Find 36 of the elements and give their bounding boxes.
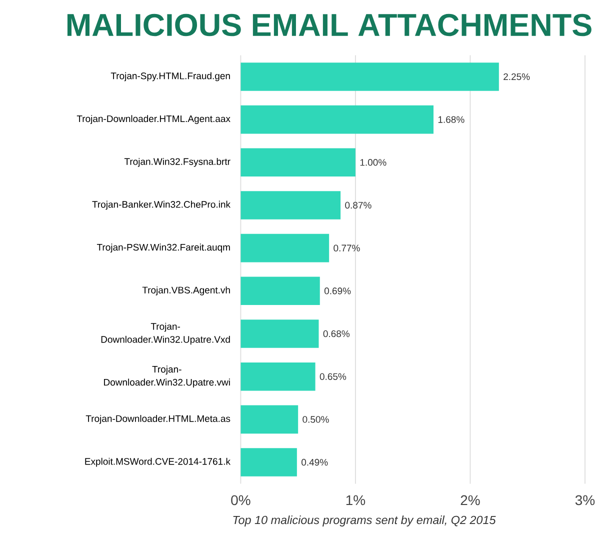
- data-label: 0.77%: [334, 244, 360, 252]
- bar: [240, 148, 356, 177]
- y-tick-label: Trojan-Downloader.HTML.Meta.as: [86, 415, 230, 424]
- x-tick-label: 3%: [575, 495, 595, 506]
- y-tick-label: Trojan-Spy.HTML.Fraud.gen: [110, 72, 230, 82]
- y-tick-label: Trojan-Downloader.Win32.Upatre.vwi: [104, 366, 230, 388]
- y-tick-label: Trojan.VBS.Agent.vh: [142, 286, 230, 296]
- bar: [240, 276, 320, 306]
- data-label: 0.69%: [324, 288, 351, 294]
- bar: [240, 191, 341, 220]
- y-tick-label: Trojan.Win32.Fsysna.brtr: [124, 158, 230, 167]
- x-tick-label: 2%: [460, 495, 480, 506]
- y-tick-label: Trojan-PSW.Win32.Fareit.auqm: [96, 244, 230, 253]
- bar: [240, 62, 499, 91]
- data-label: 0.65%: [320, 373, 346, 380]
- bar: [240, 362, 316, 391]
- y-tick-label: Trojan-Downloader.Win32.Upatre.Vxd: [101, 322, 230, 345]
- bar: [240, 448, 297, 476]
- data-label: 0.87%: [345, 202, 372, 209]
- y-tick-label: Exploit.MSWord.CVE-2014-1761.k: [85, 458, 231, 467]
- data-label: 1.68%: [438, 116, 464, 123]
- data-label: 0.50%: [302, 416, 329, 423]
- bar: [240, 405, 298, 434]
- x-tick-label: 0%: [231, 495, 250, 506]
- text: Top 10 malicious programs sent by email, Q2 2015: [233, 516, 496, 526]
- data-label: 0.68%: [323, 330, 350, 338]
- bar: [240, 105, 434, 134]
- chart-title: MALICIOUS EMAIL ATTACHMENTS: [67, 14, 592, 36]
- data-label: 2.25%: [504, 73, 530, 80]
- x-tick-label: 1%: [346, 495, 366, 506]
- bar: [240, 234, 330, 262]
- bar: [240, 320, 319, 348]
- data-label: 1.00%: [360, 159, 386, 166]
- data-label: 0.49%: [302, 458, 328, 466]
- y-tick-label: Trojan-Downloader.HTML.Agent.aax: [76, 115, 230, 124]
- y-tick-label: Trojan-Banker.Win32.ChePro.ink: [92, 200, 230, 210]
